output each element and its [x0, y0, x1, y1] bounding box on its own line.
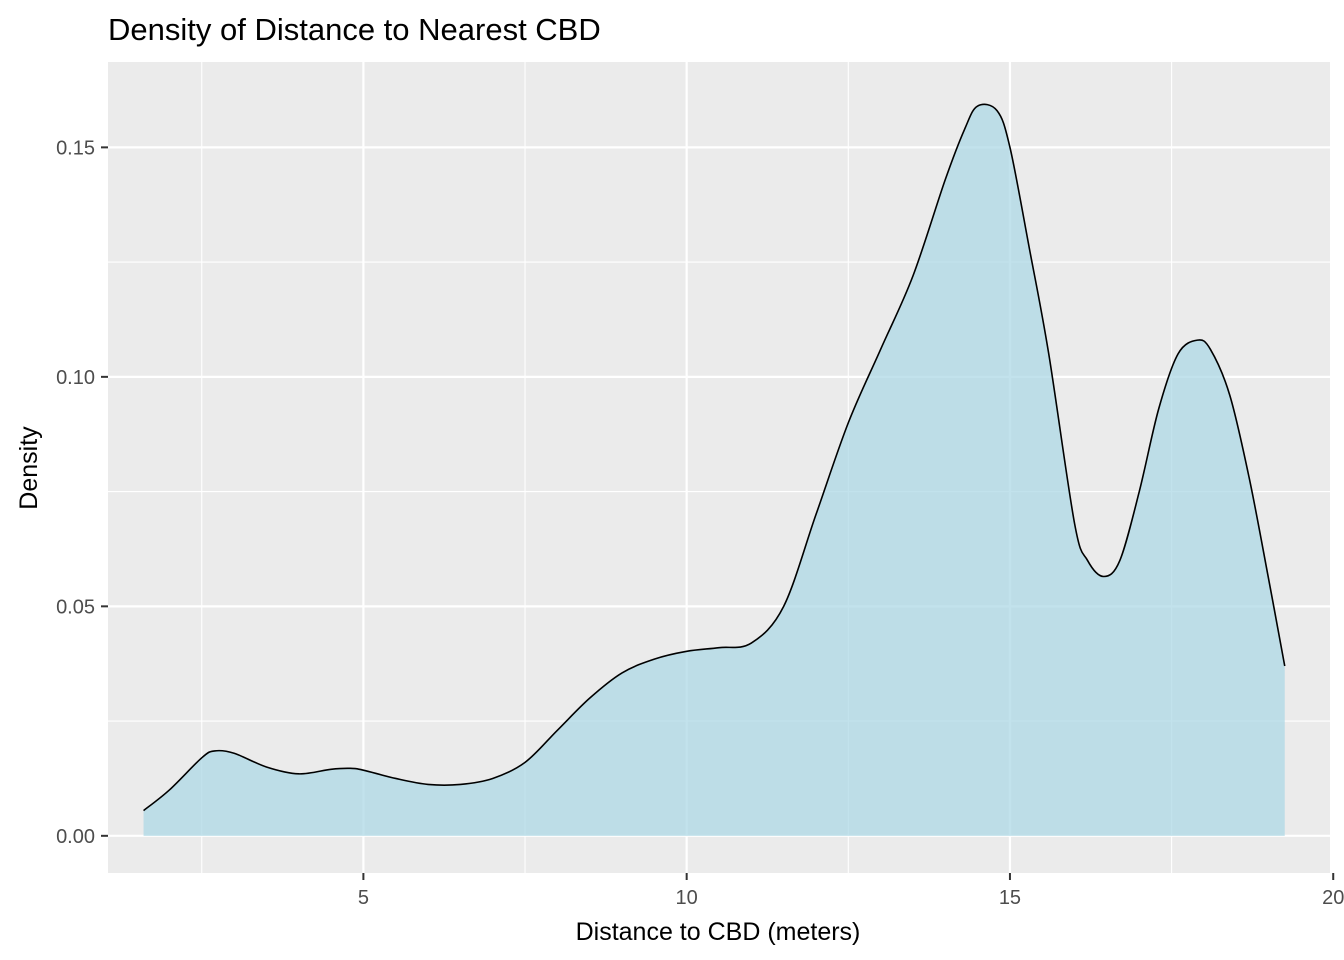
x-tick-label: 10	[676, 887, 698, 909]
x-axis: 5 10 15 20	[358, 873, 1344, 909]
y-tick-label: 0.00	[56, 826, 95, 848]
y-tick-label: 0.05	[56, 596, 95, 618]
y-tick-label: 0.15	[56, 137, 95, 159]
chart-title: Density of Distance to Nearest CBD	[108, 12, 601, 47]
density-line	[143, 103, 1286, 812]
x-tick-label: 20	[1322, 887, 1344, 909]
y-tick-label: 0.10	[56, 367, 95, 389]
density-area	[143, 104, 1285, 836]
y-axis-title: Density	[15, 426, 43, 510]
x-tick-label: 15	[999, 887, 1021, 909]
x-axis-title: Distance to CBD (meters)	[576, 918, 861, 946]
y-axis: 0.00 0.05 0.10 0.15	[56, 137, 108, 848]
x-tick-label: 5	[358, 887, 369, 909]
